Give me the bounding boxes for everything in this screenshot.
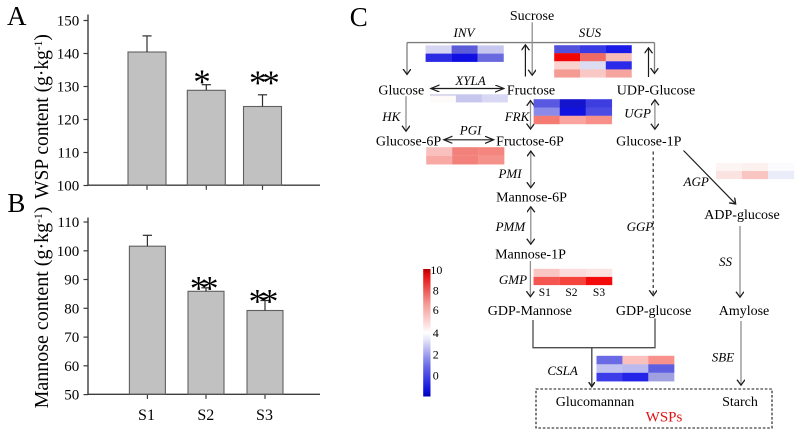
svg-text:6: 6 [433, 303, 439, 317]
svg-text:XYLA: XYLA [454, 73, 485, 88]
svg-text:150: 150 [57, 14, 80, 30]
svg-text:S1: S1 [138, 407, 155, 424]
svg-text:Mannose content (g·kg-1): Mannose content (g·kg-1) [31, 207, 53, 409]
svg-text:90: 90 [64, 273, 79, 289]
svg-text:Sucrose: Sucrose [510, 9, 554, 24]
svg-text:110: 110 [57, 146, 79, 162]
svg-text:0: 0 [433, 369, 439, 383]
svg-text:140: 140 [57, 47, 80, 63]
svg-text:120: 120 [57, 113, 80, 129]
svg-text:WSPs: WSPs [646, 410, 683, 426]
svg-text:Fructose-6P: Fructose-6P [496, 134, 564, 149]
svg-text:SUS: SUS [579, 25, 602, 40]
svg-text:*: * [249, 63, 267, 102]
svg-text:100: 100 [57, 244, 80, 260]
svg-text:Fructose: Fructose [507, 84, 555, 99]
svg-text:C: C [350, 2, 368, 32]
svg-text:*: * [190, 269, 208, 308]
svg-text:HK: HK [381, 109, 401, 124]
svg-text:Mannose-1P: Mannose-1P [495, 247, 566, 262]
svg-text:Glucose-1P: Glucose-1P [616, 134, 682, 149]
svg-text:B: B [7, 188, 25, 218]
svg-text:60: 60 [64, 359, 79, 375]
svg-text:ADP-glucose: ADP-glucose [704, 208, 779, 223]
svg-text:2: 2 [433, 348, 439, 362]
svg-text:130: 130 [57, 80, 80, 96]
svg-text:PMM: PMM [495, 219, 527, 234]
svg-text:4: 4 [433, 326, 439, 340]
svg-text:UGP: UGP [624, 106, 651, 121]
svg-text:WSP content (g·kg-1): WSP content (g·kg-1) [32, 34, 53, 199]
svg-text:CSLA: CSLA [547, 363, 577, 378]
svg-text:110: 110 [57, 215, 79, 231]
svg-text:Glucose: Glucose [378, 83, 424, 98]
svg-text:S3: S3 [256, 407, 273, 424]
svg-text:8: 8 [433, 284, 439, 298]
svg-text:AGP: AGP [683, 174, 709, 189]
svg-text:S2: S2 [565, 287, 577, 299]
svg-text:*: * [201, 269, 219, 308]
svg-text:GDP-glucose: GDP-glucose [616, 304, 691, 319]
svg-text:Glucomannan: Glucomannan [556, 395, 635, 410]
svg-text:GMP: GMP [499, 272, 527, 287]
svg-text:SS: SS [719, 254, 733, 269]
svg-text:GDP-Mannose: GDP-Mannose [488, 304, 572, 319]
svg-text:UDP-Glucose: UDP-Glucose [617, 83, 696, 98]
svg-text:Glucose-6P: Glucose-6P [376, 134, 442, 149]
svg-text:50: 50 [64, 388, 79, 404]
svg-text:Amylose: Amylose [719, 304, 770, 319]
svg-text:*: * [249, 282, 267, 321]
svg-text:70: 70 [64, 330, 79, 346]
svg-text:S1: S1 [539, 287, 551, 299]
svg-text:PGI: PGI [459, 123, 482, 138]
svg-text:*: * [261, 282, 279, 321]
svg-text:*: * [193, 62, 211, 101]
svg-text:S3: S3 [593, 287, 605, 299]
svg-text:S2: S2 [197, 407, 214, 424]
svg-text:Mannose-6P: Mannose-6P [496, 191, 567, 206]
svg-text:Starch: Starch [722, 395, 758, 410]
svg-text:*: * [262, 63, 280, 102]
svg-text:INV: INV [453, 25, 477, 40]
svg-text:100: 100 [57, 179, 80, 195]
svg-text:GGP: GGP [627, 219, 654, 234]
svg-text:PMI: PMI [497, 166, 522, 181]
svg-text:SBE: SBE [712, 349, 734, 364]
svg-text:A: A [7, 1, 27, 31]
svg-text:10: 10 [430, 263, 442, 277]
svg-text:80: 80 [64, 301, 79, 317]
svg-text:FRK: FRK [504, 109, 531, 124]
